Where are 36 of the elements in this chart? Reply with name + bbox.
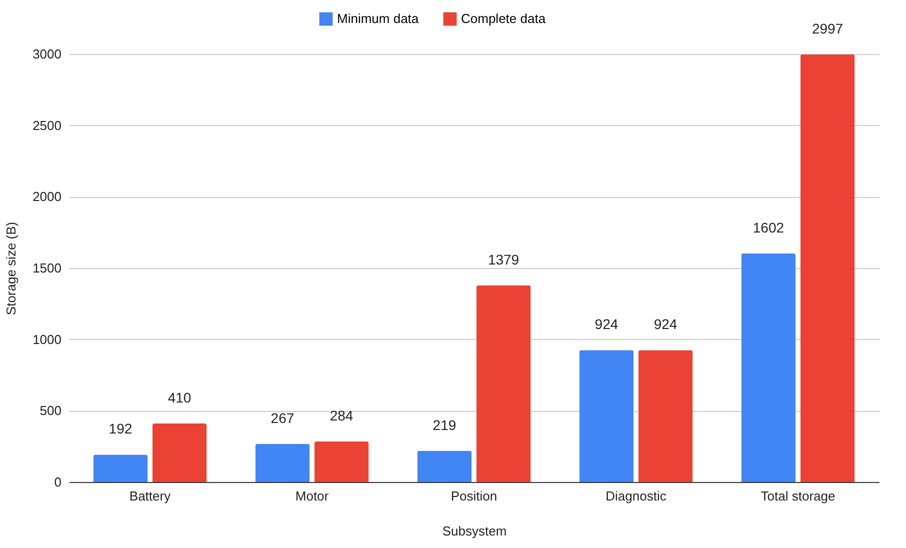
bar	[417, 450, 472, 482]
bar	[800, 54, 855, 482]
x-tick-label: Position	[450, 488, 498, 504]
bar	[152, 424, 207, 482]
y-tick-label: 2500	[32, 118, 62, 133]
data-label: 924	[594, 316, 618, 332]
bar	[741, 253, 796, 482]
data-label: 410	[168, 390, 192, 406]
data-label: 267	[270, 410, 294, 426]
x-tick-label: Motor	[295, 488, 330, 504]
y-tick-label: 2000	[32, 189, 62, 204]
bar	[93, 454, 148, 482]
data-label: 924	[654, 316, 678, 332]
data-label: 284	[330, 407, 354, 424]
data-label: 1379	[488, 251, 520, 268]
y-tick-label: 1500	[32, 260, 62, 276]
bar	[314, 441, 369, 482]
legend-label: Complete data	[461, 11, 546, 26]
data-label: 1602	[752, 219, 784, 236]
y-axis-title: Storage size (B)	[4, 222, 19, 316]
y-tick-label: 1000	[32, 332, 62, 347]
y-tick-label: 3000	[32, 46, 62, 62]
data-label: 2997	[812, 20, 844, 36]
x-tick-label: Diagnostic	[606, 488, 667, 504]
data-label: 219	[432, 416, 456, 433]
y-tick-label: 0	[54, 474, 62, 490]
x-axis-title: Subsystem	[442, 524, 507, 538]
legend-label: Minimum data	[337, 11, 420, 26]
x-tick-label: Battery	[129, 488, 172, 504]
x-tick-label: Total storage	[760, 488, 836, 504]
bar	[579, 350, 634, 482]
bar	[255, 444, 310, 482]
data-label: 192	[108, 420, 132, 437]
bar	[476, 285, 531, 482]
y-tick-label: 500	[40, 403, 62, 418]
bar	[638, 350, 693, 482]
